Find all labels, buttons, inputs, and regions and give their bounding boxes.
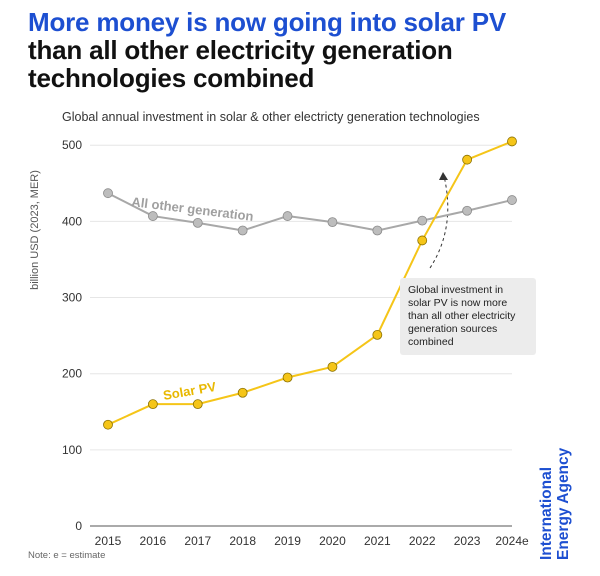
series-layer: [103, 136, 517, 430]
iea-logo: International Energy Agency: [538, 448, 572, 560]
y-tick-label: 200: [62, 367, 82, 381]
headline-line-1: More money is now going into solar PV: [28, 7, 506, 37]
x-tick-label: 2019: [274, 534, 301, 548]
data-point-solar: [103, 419, 113, 430]
data-point-solar: [507, 136, 517, 147]
x-tick-label: 2015: [95, 534, 122, 548]
callout-annotation: Global investment in solar PV is now mor…: [400, 278, 536, 355]
data-point-solar: [147, 399, 158, 410]
data-point-other: [462, 205, 473, 216]
data-point-other: [147, 211, 158, 221]
y-axis-label: billion USD (2023, MER): [29, 170, 41, 290]
series-label-solar: Solar PV: [162, 379, 218, 403]
data-point-other: [103, 188, 113, 199]
y-tick-label: 500: [62, 138, 82, 152]
data-point-other: [372, 225, 383, 236]
footnote: Note: e = estimate: [28, 550, 106, 561]
x-tick-label: 2017: [184, 534, 211, 548]
data-point-other: [327, 217, 338, 228]
series-line-solar: [107, 140, 513, 426]
headline: More money is now going into solar PV th…: [28, 8, 568, 92]
data-point-other: [417, 215, 428, 226]
data-point-other: [237, 225, 248, 236]
series-line-other: [107, 192, 513, 232]
data-point-solar: [417, 235, 428, 246]
data-point-solar: [237, 387, 248, 398]
y-axis-ticks: 0 100 200 300 400 500: [62, 138, 82, 533]
data-point-solar: [192, 399, 203, 410]
x-tick-label: 2023: [454, 534, 481, 548]
x-tick-label: 2022: [409, 534, 436, 548]
logo-line-2: Energy Agency: [555, 447, 572, 560]
x-tick-label: 2021: [364, 534, 391, 548]
headline-line-2: than all other electricity generation: [28, 35, 453, 65]
callout-arrow-head: [439, 172, 448, 180]
y-tick-label: 0: [75, 519, 82, 533]
chart-subtitle: Global annual investment in solar & othe…: [62, 110, 480, 124]
callout-arrow: [429, 175, 449, 269]
x-axis-ticks: 2015 2016 2017 2018 2019 2020 2021 2022 2023 2024…: [95, 534, 529, 548]
data-point-other: [507, 195, 517, 205]
data-point-solar: [372, 329, 383, 340]
x-tick-label: 2024e: [495, 534, 529, 548]
x-tick-label: 2018: [229, 534, 256, 548]
logo-line-1: International: [538, 466, 555, 560]
y-tick-label: 300: [62, 291, 82, 305]
y-tick-label: 400: [62, 214, 82, 228]
data-point-other: [282, 211, 293, 221]
x-tick-label: 2016: [140, 534, 167, 548]
series-label-other: All other generation: [131, 194, 255, 224]
headline-line-3: technologies combined: [28, 63, 315, 93]
x-tick-label: 2020: [319, 534, 346, 548]
y-tick-label: 100: [62, 443, 82, 457]
data-point-solar: [327, 361, 338, 372]
data-point-solar: [462, 154, 473, 165]
data-point-solar: [282, 372, 293, 383]
data-point-other: [192, 218, 203, 228]
